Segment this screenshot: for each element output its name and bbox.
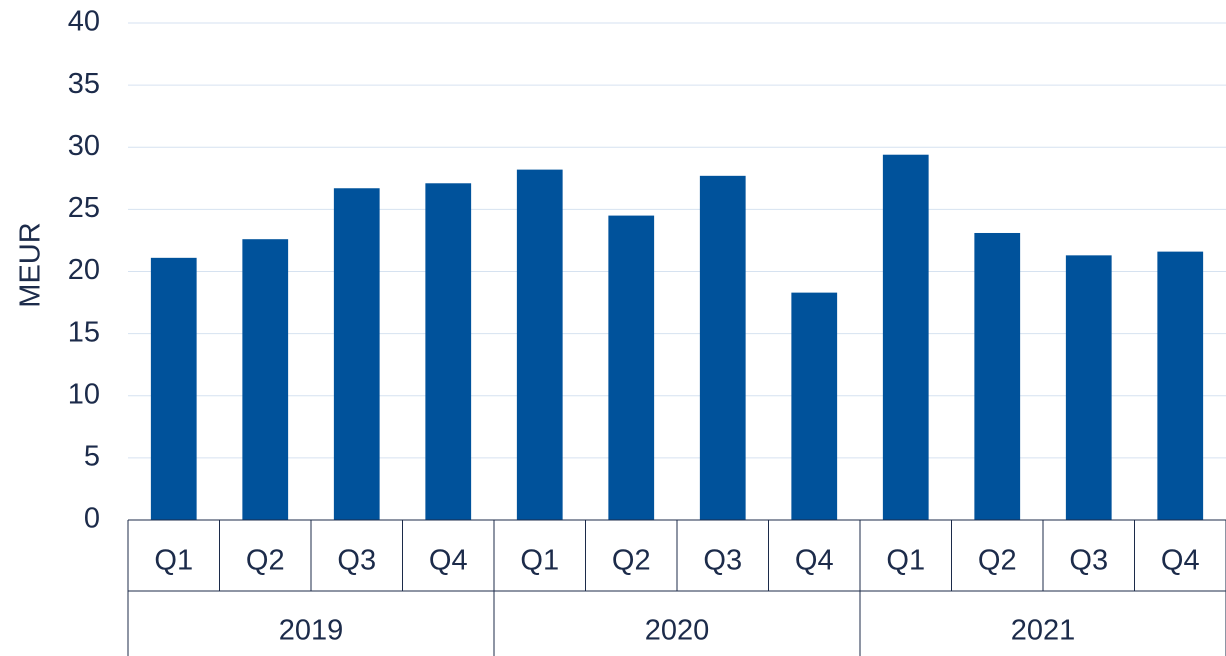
bar [333, 188, 380, 520]
bar [974, 232, 1021, 521]
x-tick-label: Q4 [429, 545, 468, 577]
y-tick-label: 5 [84, 441, 100, 473]
group-label: 2021 [1011, 615, 1076, 647]
y-tick-label: 0 [84, 503, 100, 535]
bar [425, 183, 472, 520]
bar [699, 175, 746, 520]
bar [1065, 255, 1112, 520]
x-tick-label: Q4 [1161, 545, 1200, 577]
x-tick-label: Q2 [978, 545, 1017, 577]
x-tick-label: Q3 [703, 545, 742, 577]
x-tick-label: Q1 [154, 545, 193, 577]
bar [242, 239, 289, 520]
bar [1157, 251, 1204, 520]
bar [150, 257, 197, 520]
y-tick-label: 15 [68, 316, 100, 348]
x-tick-label: Q3 [1069, 545, 1108, 577]
y-tick-label: 30 [68, 130, 100, 162]
y-tick-label: 40 [68, 6, 100, 38]
x-tick-label: Q1 [886, 545, 925, 577]
bar [882, 154, 929, 520]
y-tick-label: 20 [68, 254, 100, 286]
group-label: 2019 [279, 615, 344, 647]
y-axis-label: MEUR [15, 222, 47, 307]
x-tick-label: Q4 [795, 545, 834, 577]
y-tick-label: 35 [68, 68, 100, 100]
bar [608, 215, 655, 520]
group-label: 2020 [645, 615, 710, 647]
y-tick-label: 10 [68, 378, 100, 410]
y-tick-label: 25 [68, 192, 100, 224]
x-tick-label: Q2 [246, 545, 285, 577]
x-tick-label: Q3 [337, 545, 376, 577]
x-tick-label: Q2 [612, 545, 651, 577]
bar [791, 292, 838, 520]
x-tick-label: Q1 [520, 545, 559, 577]
bar [516, 169, 563, 521]
